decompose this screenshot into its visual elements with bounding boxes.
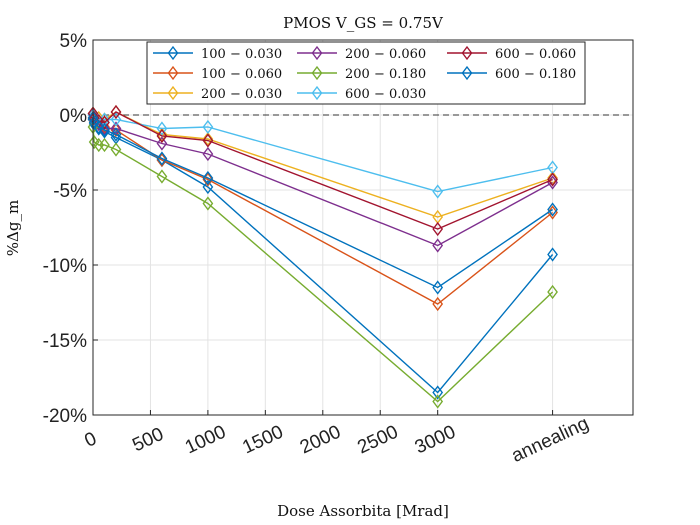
series-6-point-8 bbox=[547, 172, 558, 187]
legend-marker-6 bbox=[461, 45, 473, 61]
series-4-point-3 bbox=[99, 137, 110, 153]
series-2-point-5 bbox=[156, 127, 168, 142]
series-3-point-6 bbox=[202, 146, 214, 162]
legend-marker-4 bbox=[311, 65, 323, 81]
series-5-point-7 bbox=[432, 184, 444, 199]
series-7-point-1 bbox=[88, 115, 100, 130]
y-tick-label-3: -10% bbox=[43, 256, 87, 277]
x-tick-label-4: 2000 bbox=[297, 422, 344, 459]
series-7-point-3 bbox=[99, 122, 110, 138]
series-5-point-5 bbox=[156, 121, 168, 136]
y-tick-label-5: -20% bbox=[43, 406, 87, 427]
series-2-point-6 bbox=[202, 131, 214, 147]
legend-label-2: 200 − 0.030 bbox=[201, 87, 282, 102]
series-4-point-7 bbox=[432, 394, 444, 409]
series-6-point-3 bbox=[99, 115, 110, 130]
series-1-point-7 bbox=[432, 296, 444, 312]
legend-label-7: 600 − 0.180 bbox=[495, 67, 576, 82]
x-tick-label-0: 0 bbox=[81, 428, 99, 452]
legend-item-2: 200 − 0.030 bbox=[153, 85, 282, 102]
legend-box bbox=[146, 41, 586, 105]
legend-marker-0 bbox=[167, 45, 179, 61]
legend-label-1: 100 − 0.060 bbox=[201, 67, 282, 82]
x-tick-label-2: 1000 bbox=[182, 422, 229, 459]
legend-item-1: 100 − 0.060 bbox=[153, 65, 282, 82]
y-tick-label-4: -15% bbox=[43, 331, 87, 352]
series-7-point-4 bbox=[110, 127, 122, 142]
legend-marker-1 bbox=[167, 65, 179, 81]
legend-marker-3 bbox=[311, 45, 323, 61]
series-4-point-4 bbox=[110, 142, 122, 157]
series-7-point-7 bbox=[432, 280, 444, 295]
x-tick-label-7: annealing bbox=[508, 413, 592, 467]
legend-item-5: 600 − 0.030 bbox=[297, 85, 426, 102]
series-3-point-3 bbox=[99, 121, 110, 136]
legend: 100 − 0.030 100 − 0.060 200 − 0.030 200 − 0… bbox=[146, 41, 586, 105]
legend-item-7: 600 − 0.180 bbox=[447, 65, 576, 82]
series-0-point-6 bbox=[202, 179, 214, 195]
legend-label-4: 200 − 0.180 bbox=[345, 67, 426, 82]
legend-label-6: 600 − 0.060 bbox=[495, 47, 576, 62]
y-tick-label-2: -5% bbox=[53, 181, 87, 202]
y-tick-labels: 5% 0% -5% -10% -15% -20% bbox=[43, 31, 87, 427]
chart-title: PMOS V_GS = 0.75V bbox=[283, 14, 444, 32]
y-axis-label: %Δg_m bbox=[4, 200, 22, 256]
legend-label-3: 200 − 0.060 bbox=[345, 47, 426, 62]
series-7-point-8 bbox=[547, 202, 558, 217]
series-7-point-2 bbox=[93, 119, 105, 135]
legend-label-0: 100 − 0.030 bbox=[201, 47, 282, 62]
series-2-point-8 bbox=[547, 170, 558, 186]
legend-item-0: 100 − 0.030 bbox=[153, 45, 282, 62]
series-1-point-6 bbox=[202, 172, 214, 187]
series-0-point-7 bbox=[432, 385, 444, 400]
legend-marker-7 bbox=[461, 65, 473, 81]
series-4 bbox=[87, 119, 558, 409]
series-1-point-5 bbox=[156, 152, 168, 168]
x-tick-label-5: 2500 bbox=[354, 422, 401, 459]
plot-border bbox=[92, 39, 634, 416]
x-tick-label-3: 1500 bbox=[239, 422, 286, 459]
series-layer bbox=[87, 104, 558, 409]
series-6-point-5 bbox=[156, 128, 168, 144]
y-tick-label-0: 5% bbox=[60, 31, 88, 52]
series-7 bbox=[87, 110, 558, 295]
y-tick-label-1: 0% bbox=[60, 106, 88, 127]
series-4-point-5 bbox=[156, 169, 168, 184]
x-tick-labels: 0 500 1000 1500 2000 2500 3000 annealing bbox=[81, 413, 592, 467]
x-tick-label-6: 3000 bbox=[412, 422, 459, 459]
series-4-point-6 bbox=[202, 196, 214, 211]
series-3-point-5 bbox=[156, 136, 168, 151]
series-6-point-4 bbox=[110, 104, 122, 120]
series-6-point-7 bbox=[432, 221, 444, 237]
series-7-point-5 bbox=[156, 151, 168, 166]
x-tick-label-1: 500 bbox=[129, 424, 167, 456]
series-7-point-6 bbox=[202, 170, 214, 186]
legend-label-5: 600 − 0.030 bbox=[345, 87, 426, 102]
x-axis-label: Dose Assorbita [Mrad] bbox=[277, 502, 449, 520]
legend-marker-5 bbox=[311, 85, 323, 101]
series-3-point-7 bbox=[432, 238, 444, 253]
series-5-point-6 bbox=[202, 119, 214, 135]
legend-item-4: 200 − 0.180 bbox=[297, 65, 426, 82]
series-6-point-6 bbox=[202, 133, 214, 148]
legend-marker-2 bbox=[167, 85, 179, 101]
series-0-point-8 bbox=[547, 247, 558, 262]
legend-item-6: 600 − 0.060 bbox=[447, 45, 576, 62]
series-5-point-4 bbox=[110, 112, 122, 127]
legend-item-3: 200 − 0.060 bbox=[297, 45, 426, 62]
series-4-point-8 bbox=[547, 284, 558, 300]
